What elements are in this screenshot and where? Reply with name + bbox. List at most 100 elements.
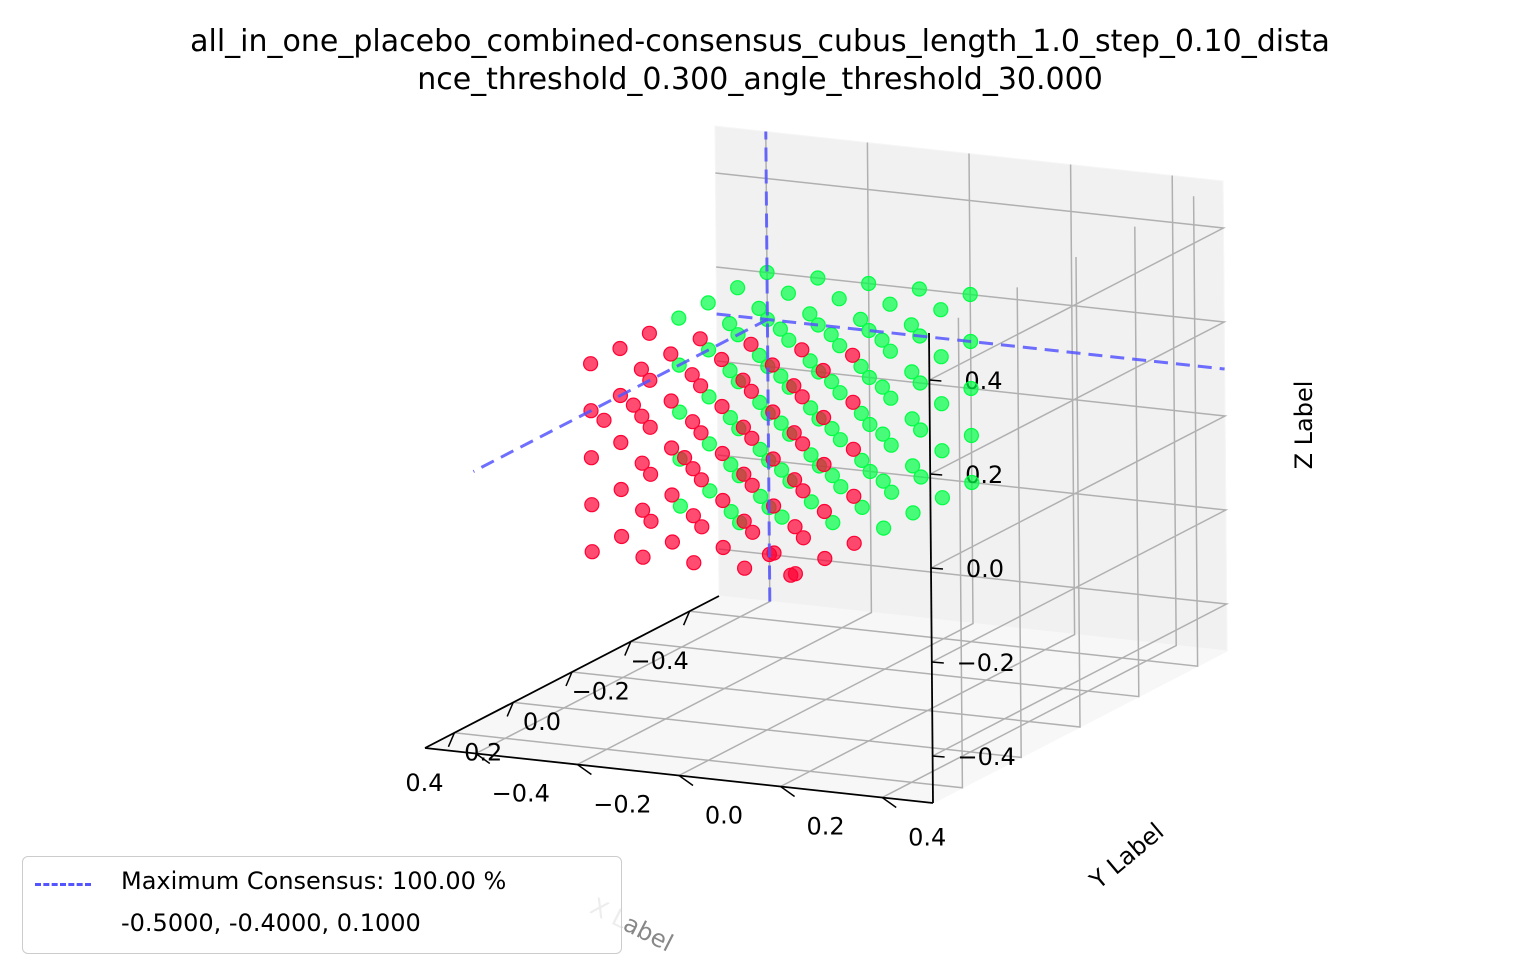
scatter-point-high — [722, 363, 738, 379]
gridline-z — [715, 172, 1226, 381]
scatter-point-high — [773, 462, 790, 478]
scatter-point-high — [832, 385, 848, 401]
gridline-y — [881, 175, 1177, 799]
scatter-point-low — [692, 378, 709, 394]
x-tick — [565, 671, 573, 687]
scatter-point-low — [794, 436, 811, 452]
scatter-point-low — [743, 383, 760, 399]
scatter-point-low — [642, 419, 658, 435]
scatter-point-high — [854, 499, 870, 515]
gridline-y — [678, 153, 974, 777]
chart-title-line1: all_in_one_placebo_combined-consensus_cu… — [190, 24, 1330, 59]
z-axis-label: Z Label — [1290, 381, 1318, 470]
scatter-point-high — [774, 509, 790, 525]
gridline-z — [717, 454, 1229, 663]
scatter-point-low — [612, 340, 628, 357]
z-tick-label: −0.4 — [957, 743, 1015, 771]
scatter-point-low — [582, 356, 599, 372]
scatter-point-low — [743, 336, 759, 352]
x-tick-label: 0.0 — [523, 708, 561, 736]
scatter-point-low — [845, 394, 861, 410]
scatter-point-low — [735, 419, 752, 435]
scatter-point-low — [846, 535, 862, 551]
x-tick — [624, 641, 632, 656]
scatter-point-low — [693, 425, 709, 441]
scatter-point-high — [860, 275, 877, 292]
scatter-point-low — [584, 544, 600, 560]
scatter-point-high — [723, 504, 739, 520]
scatter-point-low — [794, 389, 810, 405]
scatter-point-high — [752, 441, 768, 457]
scatter-point-low — [786, 425, 802, 441]
scatter-point-high — [883, 437, 899, 453]
scatter-point-high — [853, 358, 869, 374]
scatter-point-high — [883, 484, 900, 500]
scatter-point-high — [963, 427, 980, 444]
scatter-point-low — [744, 477, 760, 493]
scatter-point-low — [787, 566, 804, 582]
scatter-point-low — [786, 472, 803, 488]
scatter-point-high — [781, 332, 797, 348]
scatter-point-low — [795, 483, 811, 499]
scatter-point-high — [933, 302, 949, 318]
scatter-point-low — [714, 445, 731, 462]
scatter-point-low — [664, 487, 680, 503]
scatter-point-low — [817, 550, 833, 567]
scatter-point-low — [643, 513, 659, 529]
scatter-point-high — [875, 426, 891, 442]
scatter-point-high — [862, 463, 878, 480]
scatter-point-low — [816, 456, 832, 473]
scatter-point-high — [852, 311, 869, 327]
scatter-point-high — [904, 364, 920, 380]
gridline-y — [577, 142, 873, 766]
y-tick-label: −0.2 — [593, 791, 651, 819]
z-tick — [931, 661, 944, 664]
scatter-point-high — [772, 321, 789, 337]
scatter-point-high — [963, 380, 979, 397]
max-line-y — [716, 312, 1225, 371]
gridline-x — [571, 256, 1081, 728]
scatter-point-low — [795, 530, 812, 546]
scatter-point-high — [853, 405, 870, 421]
scatter-point-low — [684, 367, 700, 383]
scatter-point-low — [786, 378, 802, 394]
scatter-point-high — [773, 415, 789, 431]
scatter-point-high — [903, 317, 920, 333]
y-tick — [576, 763, 592, 776]
scatter-point-low — [684, 414, 701, 430]
scatter-point-high — [882, 343, 899, 359]
scatter-point-low — [693, 472, 710, 488]
scatter-point-low — [613, 434, 629, 451]
scatter-point-low — [663, 346, 679, 362]
scatter-point-low — [744, 430, 760, 446]
scatter-point-low — [715, 492, 731, 509]
gridline-y — [780, 164, 1076, 788]
scatter-point-high — [934, 443, 950, 459]
z-tick-label: −0.2 — [957, 649, 1015, 677]
scatter-point-low — [584, 497, 600, 513]
scatter-point-high — [912, 422, 929, 438]
scatter-point-low — [596, 412, 612, 428]
scatter-point-high — [904, 458, 921, 474]
scatter-point-low — [845, 441, 862, 457]
scatter-point-low — [692, 331, 708, 347]
scatter-point-low — [736, 560, 753, 576]
scatter-point-high — [912, 375, 928, 391]
scatter-point-high — [823, 327, 839, 343]
scatter-point-low — [633, 361, 650, 377]
scatter-point-low — [642, 466, 659, 482]
scatter-point-high — [729, 280, 746, 296]
scatter-point-high — [933, 396, 950, 412]
scatter-point-high — [701, 436, 718, 452]
scatter-point-low — [736, 513, 752, 529]
scatter-point-low — [625, 397, 642, 413]
scatter-point-high — [810, 270, 826, 286]
scatter-point-low — [735, 372, 751, 388]
scatter-point-high — [671, 310, 687, 326]
scatter-point-high — [723, 457, 739, 473]
scatter-point-high — [722, 410, 739, 426]
scatter-point-low — [664, 534, 681, 550]
scatter-point-high — [824, 421, 840, 437]
scatter-point-low — [686, 555, 702, 571]
